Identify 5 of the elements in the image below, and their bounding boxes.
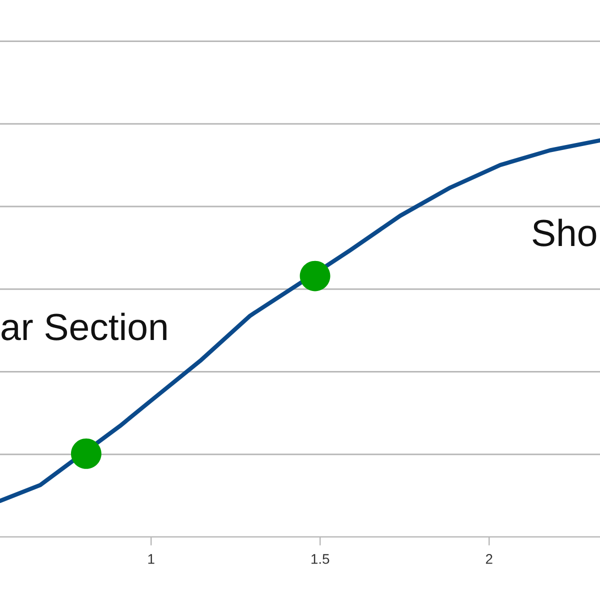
- annotation: ar Section: [2, 312, 166, 340]
- x-tick-label: 1.5: [312, 554, 330, 564]
- x-tick-label: 1: [148, 554, 154, 564]
- x-tick-label: 2: [486, 554, 492, 564]
- annotation: Sho: [532, 218, 596, 246]
